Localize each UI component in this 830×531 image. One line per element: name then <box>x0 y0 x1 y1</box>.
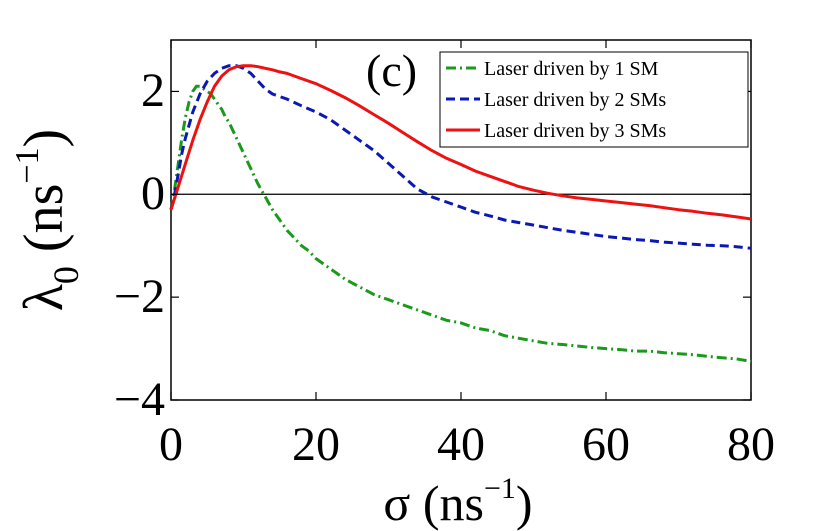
x-axis-label: σ (ns−1) <box>383 472 532 531</box>
legend-label-1sm: Laser driven by 1 SM <box>484 58 659 80</box>
y-tick-labels: −4 −2 0 2 <box>114 64 165 426</box>
y-tick-label: 0 <box>141 167 165 220</box>
y-axis-label-unit: (ns <box>13 184 75 266</box>
y-axis-label-close: ) <box>13 129 75 148</box>
x-axis-label-exponent: −1 <box>484 472 516 505</box>
panel-label: (c) <box>366 45 417 96</box>
y-axis-label-subscript: 0 <box>46 266 86 284</box>
x-tick-label: 0 <box>159 418 183 471</box>
series-line-2 <box>169 64 752 250</box>
series-line-3 <box>169 64 752 221</box>
legend-box <box>439 51 749 148</box>
x-tick-label: 60 <box>582 418 630 471</box>
series-layer <box>169 64 752 363</box>
tick-layer <box>170 40 752 401</box>
y-axis-label-base: λ <box>13 284 75 311</box>
x-tick-label: 80 <box>727 418 775 471</box>
x-axis-label-close: ) <box>516 475 533 531</box>
y-tick-label: −2 <box>114 270 165 323</box>
legend-label-3sms: Laser driven by 3 SMs <box>484 120 666 142</box>
x-axis-label-main: σ (ns <box>383 475 484 531</box>
legend-label-2sms: Laser driven by 2 SMs <box>484 89 666 111</box>
x-tick-label: 40 <box>437 418 485 471</box>
y-tick-label: 2 <box>141 64 165 117</box>
legend: Laser driven by 1 SM Laser driven by 2 S… <box>439 51 749 148</box>
y-axis-label-exponent: −1 <box>9 147 46 183</box>
x-tick-labels: 0 20 40 60 80 <box>159 418 775 471</box>
y-axis-label: λ0 (ns−1) <box>9 129 86 311</box>
x-tick-label: 20 <box>292 418 340 471</box>
y-tick-label: −4 <box>114 373 165 426</box>
